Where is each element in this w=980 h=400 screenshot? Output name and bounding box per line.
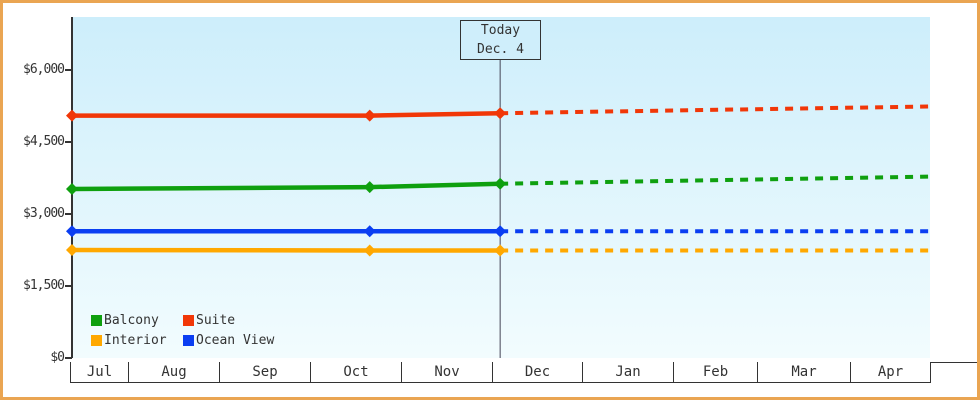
legend-item-ocean-view: Ocean View [183,333,274,348]
legend-row: Interior Ocean View [91,330,274,350]
y-axis-tick-label: $1,500 [23,278,65,293]
today-date: Dec. 4 [477,42,524,57]
series-marker-ocean-view [66,225,78,238]
series-line-suite-dotted [500,104,931,116]
month-cell-aug: Aug [129,362,220,382]
series-marker-interior [494,244,507,257]
legend-swatch-icon [183,314,194,326]
series-marker-interior [66,244,78,256]
legend-row: Balcony Suite [91,310,274,330]
series-marker-ocean-view [363,225,376,238]
month-cell-oct: Oct [311,362,402,382]
today-annotation-box: Today Dec. 4 [460,20,541,60]
month-cell-sep: Sep [220,362,311,382]
series-marker-suite [66,109,78,122]
month-cell-jul: Jul [71,362,129,382]
legend-label: Balcony [104,312,159,328]
today-label: Today [480,23,521,38]
y-axis-tick-label: $0 [50,350,65,365]
chart-legend: Balcony Suite Interior Ocean View [91,310,274,350]
legend-item-interior: Interior [91,333,183,348]
legend-label: Ocean View [196,332,275,348]
legend-item-suite: Suite [183,313,235,328]
series-marker-balcony [494,177,507,190]
month-cell-mar: Mar [758,362,851,382]
legend-swatch-icon [91,314,102,326]
legend-label: Interior [104,332,167,348]
series-marker-suite [494,107,507,120]
legend-swatch-icon [183,334,194,346]
series-marker-balcony [363,181,376,194]
legend-label: Suite [196,312,236,328]
y-axis-tick-label: $4,500 [23,134,65,149]
month-axis-row: Jul Aug Sep Oct Nov Dec Jan Feb Mar Apr [70,362,931,383]
series-marker-balcony [66,183,78,196]
month-cell-feb: Feb [674,362,758,382]
y-axis-tick-label: $6,000 [23,62,65,77]
month-cell-dec: Dec [493,362,583,382]
series-marker-interior [363,244,376,257]
series-marker-ocean-view [494,225,507,238]
y-axis-tick-label: $3,000 [23,206,65,221]
month-cell-nov: Nov [402,362,493,382]
series-line-balcony-dotted [500,174,931,186]
legend-item-balcony: Balcony [91,313,183,328]
series-line-suite-solid [72,110,501,118]
month-cell-jan: Jan [583,362,674,382]
series-marker-suite [363,109,376,122]
legend-swatch-icon [91,334,102,346]
month-cell-apr: Apr [851,362,931,382]
